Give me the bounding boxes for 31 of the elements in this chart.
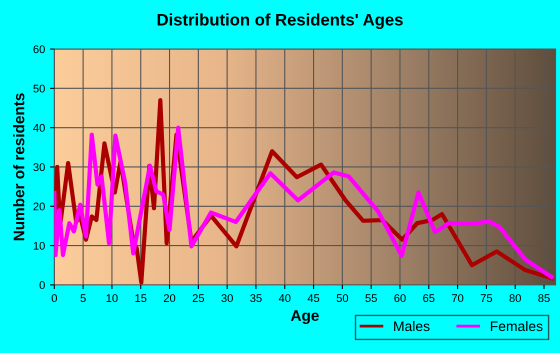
y-axis-title: Number of residents xyxy=(13,93,24,240)
x-tick-label: 85 xyxy=(538,294,550,302)
x-tick-label: 15 xyxy=(135,294,146,302)
chart-title: Distribution of Residents' Ages xyxy=(158,13,403,29)
x-tick-label: 35 xyxy=(250,294,262,302)
x-tick-label: 30 xyxy=(221,294,233,302)
y-tick-label: 40 xyxy=(33,124,45,132)
legend-label: Males xyxy=(394,320,430,332)
x-axis-title: Age xyxy=(290,310,319,324)
x-tick-label: 50 xyxy=(336,294,348,302)
x-tick-label: 45 xyxy=(308,294,320,302)
x-tick-label: 5 xyxy=(80,294,86,302)
y-tick-label: 0 xyxy=(40,281,45,290)
y-tick-label: 60 xyxy=(34,45,45,54)
x-tick-label: 70 xyxy=(452,294,464,302)
x-tick-label: 25 xyxy=(192,294,204,302)
x-tick-label: 75 xyxy=(480,294,492,302)
y-tick-label: 30 xyxy=(33,163,45,172)
legend-label: Females xyxy=(490,320,543,332)
y-tick-label: 50 xyxy=(33,84,45,93)
x-tick-label: 0 xyxy=(52,294,57,302)
y-tick-label: 20 xyxy=(33,202,45,210)
x-tick-label: 20 xyxy=(164,294,176,302)
x-tick-label: 60 xyxy=(394,294,406,302)
x-tick-label: 10 xyxy=(106,294,118,302)
x-tick-label: 40 xyxy=(278,294,290,302)
x-tick-label: 65 xyxy=(423,294,434,302)
y-tick-label: 10 xyxy=(34,242,45,250)
x-tick-label: 55 xyxy=(365,294,377,302)
line-series xyxy=(54,126,554,280)
x-tick-label: 80 xyxy=(509,294,521,302)
